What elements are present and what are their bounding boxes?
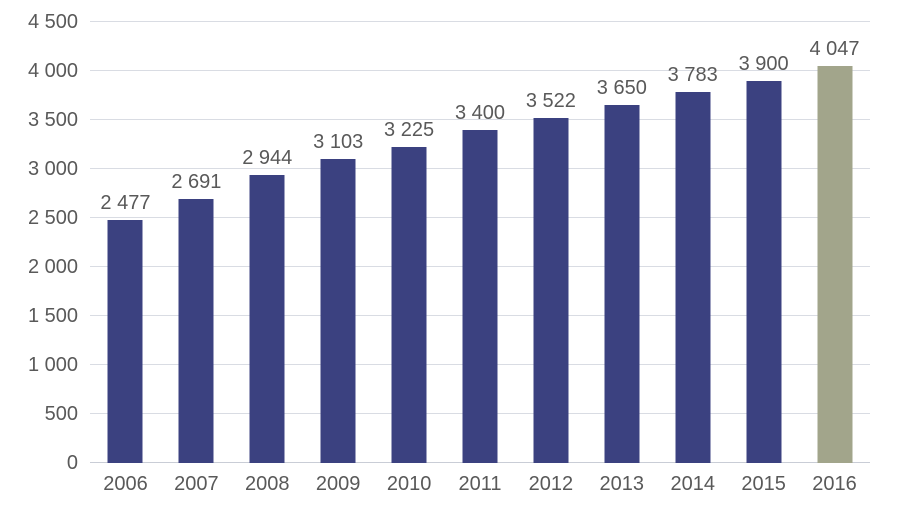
y-tick-label-0: 0: [66, 452, 78, 474]
bar-2014: [675, 92, 711, 463]
x-tick-label-2016: 2016: [812, 473, 857, 495]
bar-slot-2011: 3 400: [445, 22, 516, 463]
y-tick-label-1000: 1 000: [27, 354, 78, 376]
bar-value-label-2012: 3 522: [525, 89, 576, 112]
gridline-3500: [90, 119, 870, 120]
plot-area: 2 477 2 691 2 944 3 103 3 225 3 400 3 522 3 650…: [90, 21, 870, 463]
gridline-4500: [90, 21, 870, 22]
bar-slot-2016: 4 047: [799, 22, 870, 463]
bar-slot-2014: 3 783: [657, 22, 728, 463]
bar-value-label-2006: 2 477: [100, 192, 151, 215]
x-tick-label-2008: 2008: [245, 473, 290, 495]
y-tick-label-3000: 3 000: [27, 158, 78, 181]
y-tick-label-4000: 4 000: [27, 60, 78, 82]
bar-slot-2015: 3 900: [728, 22, 799, 463]
bar-value-label-2010: 3 225: [384, 118, 435, 141]
gridline-4000: [90, 70, 870, 71]
bar-2011: [462, 129, 498, 463]
bar-2012: [533, 117, 569, 463]
bar-slot-2012: 3 522: [515, 22, 586, 463]
bar-2015: [746, 80, 782, 463]
y-tick-label-500: 500: [44, 403, 78, 425]
x-tick-label-2012: 2012: [528, 473, 574, 495]
x-tick-label-2010: 2010: [386, 473, 432, 495]
bar-2009: [320, 158, 356, 463]
bar-2007: [178, 199, 214, 463]
bar-2008: [249, 174, 285, 463]
bar-2016: [817, 66, 853, 463]
y-axis: 0 500 1 000 1 500 2 000 2 500 3 000 3 500 4 000 4…: [0, 12, 78, 473]
bar-slot-2009: 3 103: [303, 22, 374, 463]
y-tick-label-2500: 2 500: [27, 207, 78, 229]
bar-slot-2006: 2 477: [90, 22, 161, 463]
bar-value-label-2008: 2 944: [242, 146, 293, 169]
bar-value-label-2007: 2 691: [171, 171, 222, 194]
bar-slot-2008: 2 944: [232, 22, 303, 463]
bar-value-label-2016: 4 047: [809, 38, 860, 61]
bar-value-label-2009: 3 103: [313, 130, 364, 153]
x-tick-label-2015: 2015: [741, 473, 786, 495]
bar-2006: [107, 220, 143, 463]
bar-value-label-2011: 3 400: [454, 101, 506, 124]
bar-slot-2013: 3 650: [586, 22, 657, 463]
y-tick-label-2000: 2 000: [27, 256, 78, 278]
x-tick-label-2006: 2006: [103, 473, 148, 495]
x-tick-label-2011: 2011: [458, 473, 502, 495]
y-tick-label-1500: 1 500: [27, 305, 78, 328]
x-tick-label-2013: 2013: [599, 473, 645, 495]
bar-value-label-2015: 3 900: [738, 52, 789, 75]
y-tick-label-3500: 3 500: [27, 109, 78, 131]
bar-series: 2 477 2 691 2 944 3 103 3 225 3 400 3 522 3 650…: [90, 22, 870, 463]
y-tick-label-4500: 4 500: [27, 11, 78, 33]
bar-slot-2010: 3 225: [374, 22, 445, 463]
x-tick-label-2007: 2007: [174, 473, 219, 495]
x-axis: 2006 2007 2008 2009 2010 2011 2012 2013 2014 2015…: [90, 474, 870, 494]
bar-slot-2007: 2 691: [161, 22, 232, 463]
x-tick-label-2009: 2009: [315, 473, 361, 495]
bar-2013: [604, 105, 640, 463]
bar-value-label-2014: 3 783: [667, 64, 718, 87]
bar-value-label-2013: 3 650: [596, 77, 647, 100]
x-tick-label-2014: 2014: [670, 473, 715, 495]
bar-2010: [391, 146, 427, 463]
